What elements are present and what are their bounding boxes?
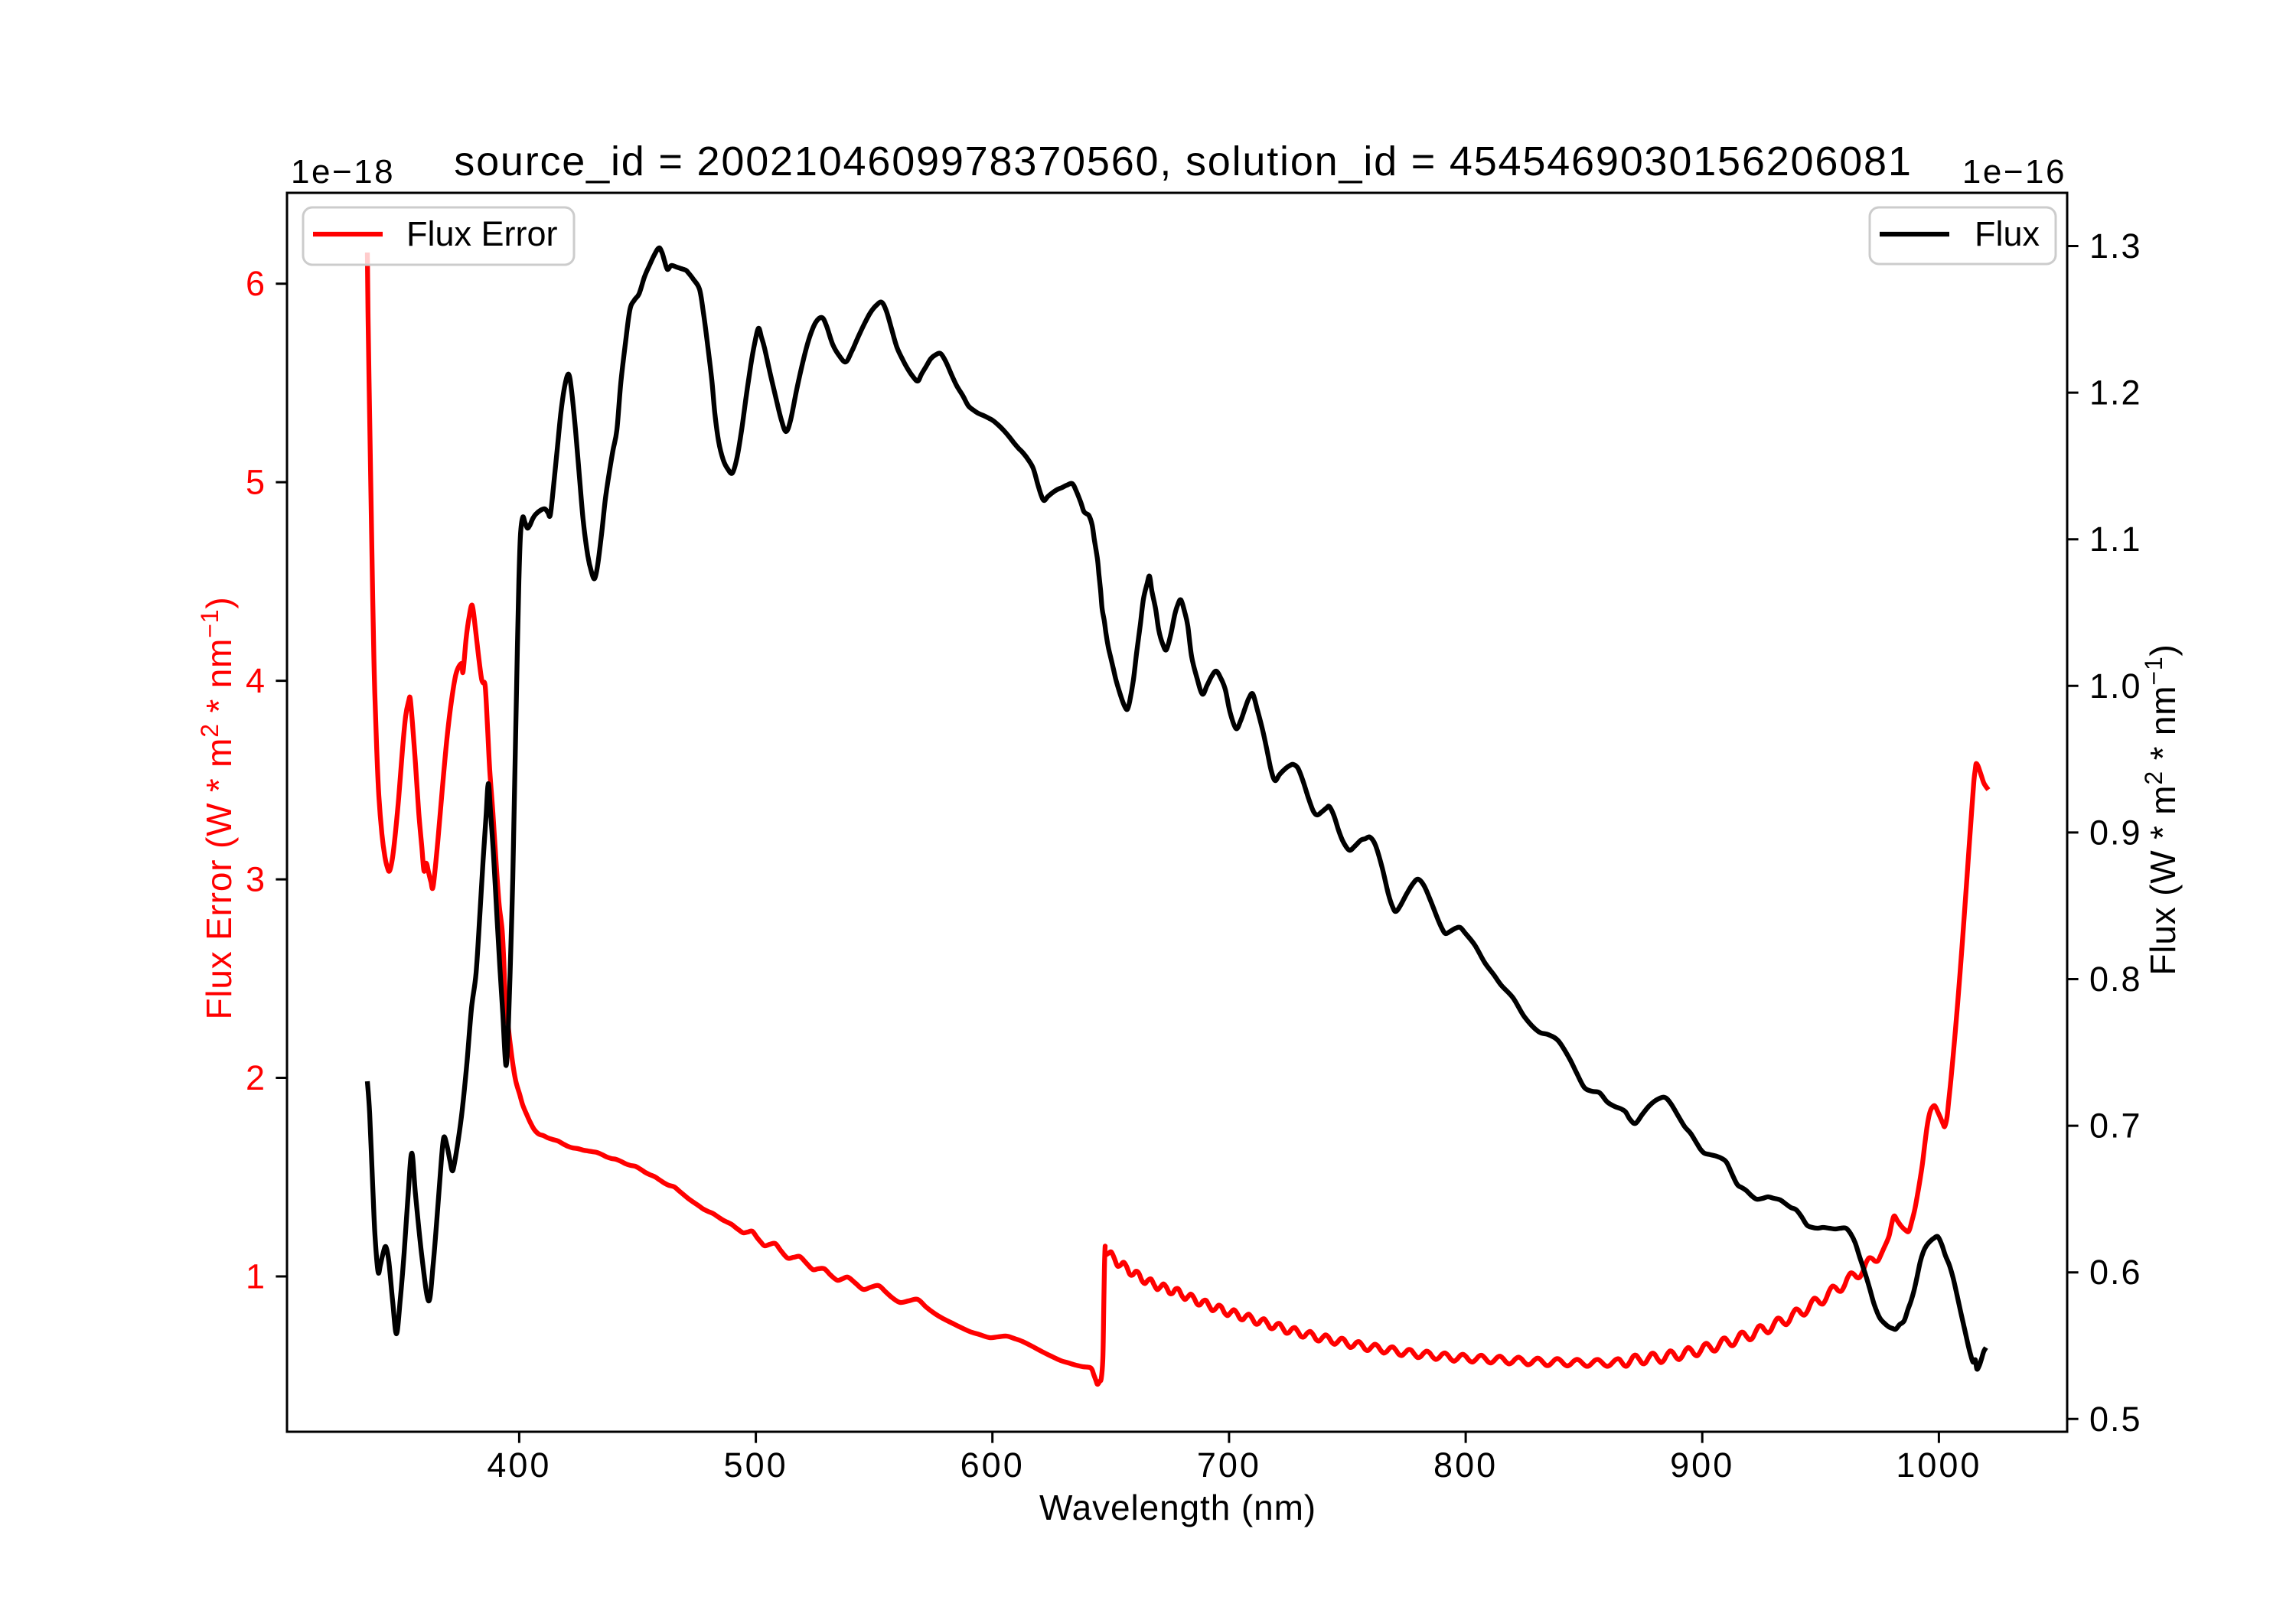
svg-text:800: 800: [1433, 1446, 1498, 1485]
svg-text:1.2: 1.2: [2089, 373, 2142, 412]
svg-text:1e−18: 1e−18: [291, 153, 395, 191]
svg-text:0.5: 0.5: [2089, 1400, 2142, 1439]
svg-text:1: 1: [246, 1257, 265, 1296]
svg-text:0.7: 0.7: [2089, 1107, 2142, 1146]
svg-text:1.1: 1.1: [2089, 520, 2142, 559]
svg-text:5: 5: [246, 463, 265, 502]
svg-text:400: 400: [487, 1446, 551, 1485]
svg-text:4: 4: [246, 661, 265, 700]
svg-text:0.6: 0.6: [2089, 1253, 2142, 1292]
svg-text:1.0: 1.0: [2089, 667, 2142, 706]
svg-text:900: 900: [1670, 1446, 1734, 1485]
svg-text:Flux (W * m2 * nm−1): Flux (W * m2 * nm−1): [2140, 644, 2183, 975]
svg-text:1.3: 1.3: [2089, 227, 2142, 266]
svg-text:1e−16: 1e−16: [1962, 153, 2066, 191]
svg-text:Flux Error: Flux Error: [406, 214, 558, 253]
svg-text:Flux Error (W * m2 * nm−1): Flux Error (W * m2 * nm−1): [196, 596, 239, 1019]
svg-text:500: 500: [724, 1446, 788, 1485]
svg-text:600: 600: [960, 1446, 1025, 1485]
svg-text:3: 3: [246, 860, 265, 899]
svg-text:6: 6: [246, 264, 265, 303]
svg-text:Wavelength (nm): Wavelength (nm): [1039, 1488, 1316, 1527]
svg-text:Flux: Flux: [1975, 214, 2040, 253]
svg-text:1000: 1000: [1896, 1446, 1981, 1485]
svg-text:700: 700: [1197, 1446, 1261, 1485]
svg-text:0.9: 0.9: [2089, 813, 2142, 852]
svg-text:source_id = 200210460997837056: source_id = 2002104609978370560, solutio…: [454, 139, 1912, 184]
svg-text:0.8: 0.8: [2089, 960, 2142, 999]
svg-text:2: 2: [246, 1058, 265, 1097]
